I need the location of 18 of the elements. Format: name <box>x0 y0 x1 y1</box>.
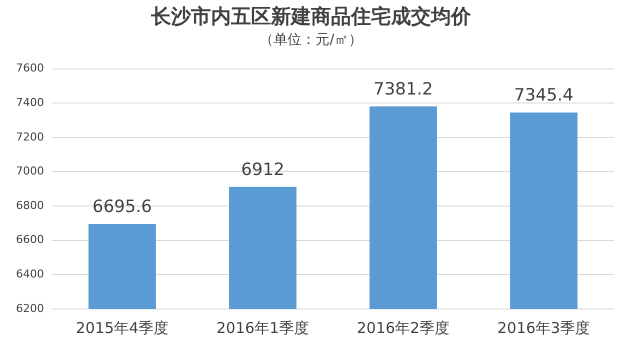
y-tick-label: 6600 <box>16 233 44 246</box>
y-tick-label: 6200 <box>16 302 44 315</box>
y-tick-label: 6800 <box>16 198 44 212</box>
data-label: 6695.6 <box>92 196 152 217</box>
x-tick-label: 2016年2季度 <box>356 318 450 337</box>
data-label: 6912 <box>241 160 284 180</box>
x-tick-label: 2016年1季度 <box>216 318 310 337</box>
y-tick-label: 7400 <box>16 96 44 109</box>
data-label: 7345.4 <box>514 85 574 106</box>
data-label: 7381.2 <box>374 79 433 100</box>
x-tick-label: 2015年4季度 <box>76 318 169 337</box>
y-tick-label: 6400 <box>16 268 44 281</box>
y-tick-label: 7200 <box>16 130 44 144</box>
chart-title: 长沙市内五区新建商品住宅成交均价 <box>150 4 472 28</box>
x-tick-label: 2016年3季度 <box>497 318 590 337</box>
y-tick-label: 7600 <box>16 62 44 75</box>
chart-subtitle: （单位：元/㎡） <box>260 32 362 48</box>
y-tick-label: 7000 <box>16 164 44 178</box>
